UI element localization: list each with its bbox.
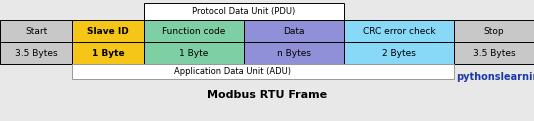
Bar [144, 3, 344, 20]
Bar [344, 20, 454, 42]
Bar [72, 20, 144, 42]
Bar [454, 20, 534, 42]
Bar [0, 42, 72, 64]
Text: Function code: Function code [162, 26, 226, 35]
Bar [144, 42, 244, 64]
Text: 2 Bytes: 2 Bytes [382, 49, 416, 57]
Text: 3.5 Bytes: 3.5 Bytes [473, 49, 515, 57]
Text: Modbus RTU Frame: Modbus RTU Frame [207, 90, 327, 100]
Bar [344, 42, 454, 64]
Bar [454, 42, 534, 64]
Text: Slave ID: Slave ID [87, 26, 129, 35]
Text: Protocol Data Unit (PDU): Protocol Data Unit (PDU) [192, 7, 296, 16]
Text: n Bytes: n Bytes [277, 49, 311, 57]
Bar [0, 20, 72, 42]
Text: pythonslearning.com: pythonslearning.com [456, 72, 534, 83]
Bar [144, 20, 244, 42]
Text: 1 Byte: 1 Byte [179, 49, 209, 57]
Bar [244, 42, 344, 64]
Text: Application Data Unit (ADU): Application Data Unit (ADU) [175, 67, 292, 76]
Bar [72, 64, 454, 79]
Bar [244, 20, 344, 42]
Text: Data: Data [283, 26, 305, 35]
Text: CRC error check: CRC error check [363, 26, 435, 35]
Text: 3.5 Bytes: 3.5 Bytes [15, 49, 57, 57]
Bar [72, 42, 144, 64]
Text: 1 Byte: 1 Byte [92, 49, 124, 57]
Text: Stop: Stop [484, 26, 504, 35]
Text: Start: Start [25, 26, 47, 35]
